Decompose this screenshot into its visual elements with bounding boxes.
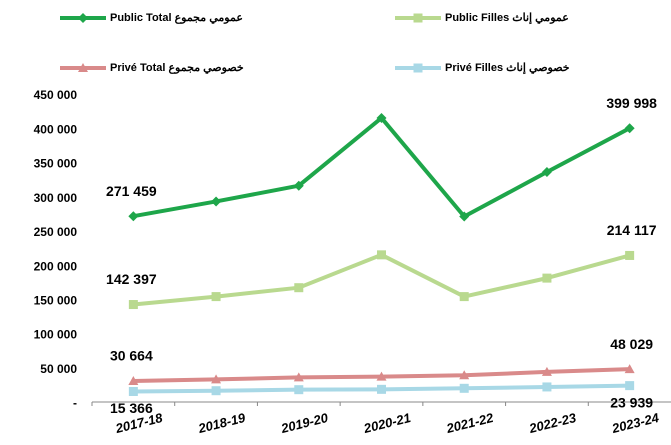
y-tick-label: 100 000 (34, 328, 78, 342)
y-tick-label: 200 000 (34, 259, 78, 273)
legend-marker (78, 63, 88, 72)
y-tick-label: 450 000 (34, 88, 78, 102)
data-point (542, 382, 552, 392)
x-tick-label: 2023-24 (609, 410, 661, 437)
data-point (625, 381, 635, 391)
y-tick-label: 50 000 (40, 362, 77, 376)
series-line (133, 252, 631, 307)
data-point (624, 364, 635, 374)
data-point (128, 211, 139, 222)
x-tick-label: 2021-22 (444, 410, 496, 437)
legend-label: Privé Filles خصوصي إناث (445, 62, 570, 75)
data-point (211, 374, 222, 384)
data-point (128, 300, 138, 310)
legend-label: Public Filles عمومي إناث (445, 12, 569, 25)
data-point (211, 196, 222, 207)
legend-marker (413, 13, 423, 23)
series-line (133, 115, 631, 219)
data-label: 30 664 (110, 348, 153, 364)
data-label: 399 998 (606, 95, 657, 111)
data-point (541, 366, 552, 376)
data-label: 23 939 (610, 394, 653, 410)
y-tick-label: 350 000 (34, 157, 78, 171)
data-point (128, 386, 138, 396)
data-point (293, 372, 304, 382)
data-point (459, 292, 469, 302)
data-label: 142 397 (106, 271, 157, 287)
data-label: 271 459 (106, 183, 157, 199)
legend-marker (413, 63, 423, 73)
y-tick-label: - (73, 396, 77, 410)
data-label: 15 366 (110, 400, 153, 416)
x-tick-label: 2020-21 (361, 410, 412, 436)
data-point (211, 386, 221, 396)
data-point (294, 283, 304, 293)
data-point (211, 292, 221, 302)
data-point (541, 167, 552, 178)
data-point (377, 250, 386, 260)
data-point (293, 180, 304, 191)
x-tick-label: 2022-23 (527, 410, 579, 437)
data-point (459, 211, 470, 222)
y-tick-label: 250 000 (34, 225, 78, 239)
y-tick-label: 400 000 (34, 122, 78, 136)
y-tick-label: 300 000 (34, 191, 78, 205)
legend-label: Privé Total خصوصي مجموع (110, 62, 244, 75)
data-point (128, 376, 139, 386)
x-tick-label: 2018-19 (196, 410, 248, 437)
y-tick-label: 150 000 (34, 294, 78, 308)
data-point (624, 123, 635, 134)
data-point (377, 384, 386, 394)
data-point (376, 112, 387, 123)
data-point (376, 371, 387, 381)
legend-marker (78, 13, 88, 23)
data-label: 48 029 (610, 336, 653, 352)
data-point (542, 273, 552, 283)
data-label: 214 117 (607, 222, 657, 238)
x-tick-label: 2019-20 (279, 410, 331, 437)
data-point (625, 250, 635, 260)
data-point (459, 383, 469, 393)
legend-label: Public Total عمومي مجموع (110, 12, 243, 25)
data-point (294, 385, 304, 395)
data-point (459, 370, 470, 380)
